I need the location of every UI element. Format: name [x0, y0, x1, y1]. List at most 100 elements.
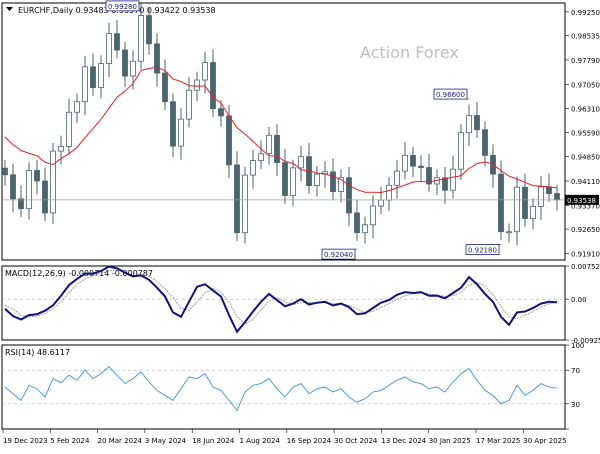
candle-body	[218, 108, 224, 117]
candle-body	[194, 79, 200, 91]
price-tick-label: 0.97050	[571, 81, 600, 89]
candle-body	[26, 170, 32, 210]
candle-body	[162, 72, 168, 103]
candle-body	[514, 186, 520, 233]
candle-body	[466, 115, 472, 134]
candle-body	[418, 165, 424, 168]
x-tick-label: 1 Aug 2024	[240, 437, 281, 445]
annotation-label: 0.96600	[436, 91, 465, 99]
x-tick-label: 16 Sep 2024	[287, 437, 332, 445]
candle-body	[18, 198, 24, 210]
rsi-tick-label: 30	[571, 401, 580, 409]
rsi-axis-ticks: 100 70 30	[565, 342, 584, 430]
candle-body	[34, 170, 40, 182]
annotation-box	[321, 248, 356, 260]
x-tick-label: 30 Jan 2025	[429, 437, 471, 445]
price-axis-ticks: 0.99250 0.98535 0.97790 0.97050 0.96310 0.955…	[565, 9, 600, 258]
price-tick-label: 0.95590	[571, 129, 600, 137]
candle-body	[298, 156, 304, 169]
x-tick-label: 20 Mar 2024	[98, 437, 143, 445]
candle-body	[426, 167, 432, 185]
rsi-tick-label: 100	[571, 342, 584, 350]
candle-body	[178, 118, 184, 147]
x-tick-label: 30 Apr 2025	[523, 437, 566, 445]
candle-body	[114, 33, 120, 51]
current-price-tag-box	[565, 194, 599, 205]
candle-body	[458, 132, 464, 170]
rsi-line	[4, 366, 558, 412]
candle-body	[442, 177, 448, 191]
candle-body	[106, 33, 112, 64]
price-panel-frame	[1, 2, 566, 261]
candle-body	[42, 180, 48, 214]
x-tick-label: 19 Dec 2023	[3, 437, 48, 445]
candle-body	[146, 15, 152, 45]
candle-body	[154, 43, 160, 74]
rsi-panel-title: RSI(14) 48.6117	[5, 348, 70, 357]
candle-body	[522, 186, 528, 219]
x-tick-label: 30 Oct 2024	[334, 437, 378, 445]
candle-body	[498, 173, 504, 233]
price-tick-label: 0.94850	[571, 154, 600, 162]
macd-panel-title: MACD(12,26,9) -0.000714 -0.000787	[5, 269, 153, 278]
current-price-tag-label: 0.93538	[567, 197, 596, 205]
price-tick-label: 0.93370	[571, 202, 600, 210]
candle-body	[122, 49, 128, 77]
candle-body	[98, 63, 104, 88]
candle-body	[66, 111, 72, 147]
annotation-box	[105, 0, 140, 12]
x-axis-labels: 19 Dec 2023 5 Feb 2024 20 Mar 2024 3 May 20…	[2, 429, 567, 445]
x-tick-label: 3 May 2024	[145, 437, 187, 445]
candle-body	[450, 168, 456, 191]
candle-body	[186, 89, 192, 120]
rsi-tick-label: 70	[571, 367, 580, 375]
symbol-dropdown-icon[interactable]	[6, 7, 13, 11]
candle-body	[130, 60, 136, 77]
price-tick-label: 0.96310	[571, 106, 600, 114]
price-annotations: 0.99280 0.92040 0.96600 0.92180	[105, 0, 501, 260]
macd-tick-label: 0.007526	[571, 263, 600, 271]
candle-body	[282, 162, 288, 196]
candle-body	[258, 153, 264, 162]
price-tick-label: 0.99250	[571, 9, 600, 17]
candle-body	[266, 134, 272, 155]
price-tick-label: 0.94110	[571, 178, 600, 186]
x-tick-label: 18 Jun 2024	[192, 437, 235, 445]
candle-body	[482, 129, 488, 156]
candle-body	[394, 170, 400, 186]
candle-body	[330, 171, 336, 192]
candle-body	[546, 186, 552, 194]
price-tick-label: 0.91910	[571, 250, 600, 258]
annotation-box	[465, 244, 500, 255]
candle-body	[538, 186, 544, 207]
candle-body	[338, 177, 344, 192]
candle-body	[202, 62, 208, 81]
candle-body	[226, 115, 232, 166]
candle-body	[274, 134, 280, 163]
candle-body	[170, 101, 176, 147]
macd-tick-label: 0.00	[571, 296, 587, 304]
macd-signal-line	[4, 268, 558, 325]
watermark: Action Forex	[360, 43, 459, 62]
price-tick-label: 0.97790	[571, 57, 600, 65]
candle-body	[370, 205, 376, 226]
annotation-label: 0.92180	[468, 247, 497, 255]
candle-body	[402, 154, 408, 172]
candle-body	[346, 177, 352, 214]
candle-body	[242, 174, 248, 234]
candle-body	[58, 146, 64, 152]
candle-body	[138, 15, 144, 62]
candle-body	[314, 173, 320, 187]
moving-average-line	[4, 66, 558, 194]
candle-body	[474, 115, 480, 131]
rsi-levels	[2, 369, 565, 405]
candle-body	[234, 164, 240, 234]
macd-line	[4, 265, 558, 334]
candle-body	[2, 167, 8, 176]
candle-body	[362, 224, 368, 234]
annotation-label: 0.92040	[324, 251, 353, 259]
candle-body	[90, 66, 96, 88]
candle-body	[10, 174, 16, 200]
candle-body	[378, 199, 384, 207]
